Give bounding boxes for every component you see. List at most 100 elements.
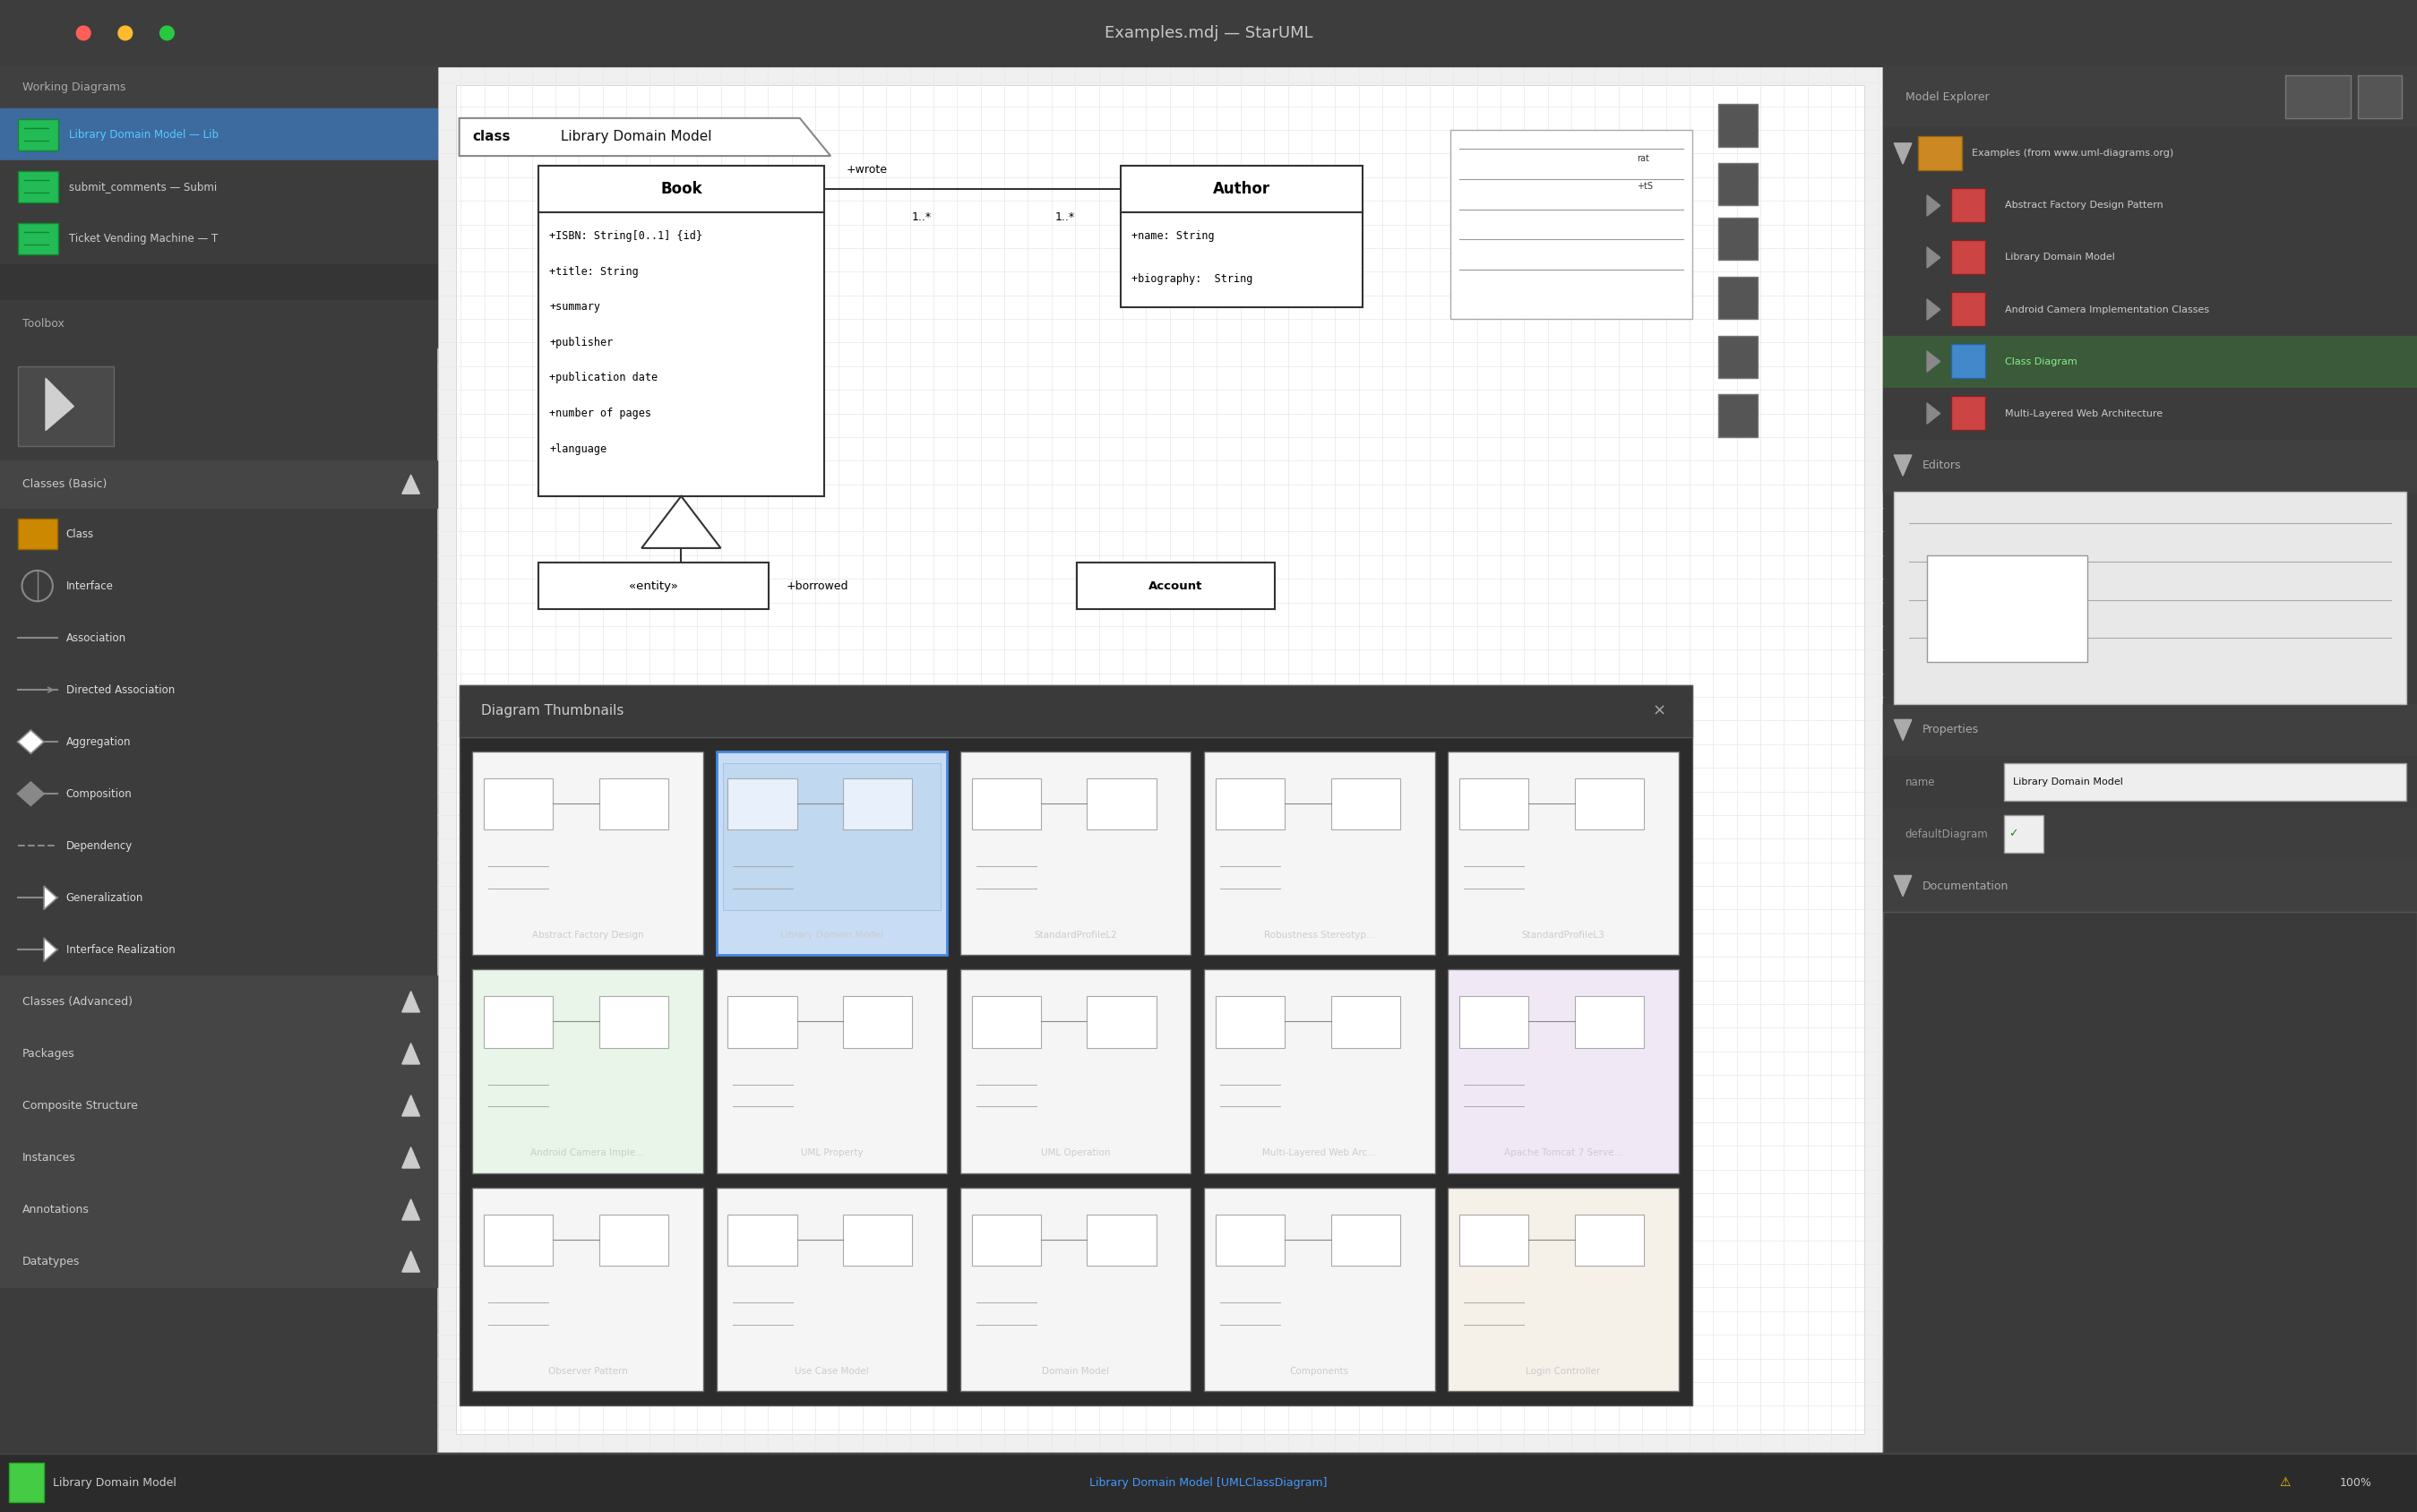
Text: Interface: Interface [65, 581, 114, 591]
Bar [972, 779, 1042, 830]
Text: name: name [1905, 776, 1936, 788]
Text: +summary: +summary [549, 301, 599, 313]
Bar [1216, 779, 1286, 830]
Polygon shape [1895, 144, 1912, 163]
Circle shape [160, 26, 174, 41]
Text: Classes (Advanced): Classes (Advanced) [22, 996, 133, 1007]
Polygon shape [17, 782, 44, 806]
Text: +ISBN: String[0..1] {id}: +ISBN: String[0..1] {id} [549, 230, 703, 242]
Bar [17, 519, 58, 549]
Bar [0, 265, 437, 299]
Bar [1332, 996, 1399, 1048]
Bar [1951, 292, 1984, 327]
Bar [539, 213, 824, 496]
Text: Association: Association [65, 632, 126, 644]
Bar [1718, 163, 1757, 206]
Bar [483, 1214, 553, 1266]
Polygon shape [401, 1250, 421, 1272]
Bar [483, 996, 553, 1048]
Bar [457, 85, 1864, 1433]
Text: rat: rat [1636, 154, 1648, 163]
Bar [2357, 76, 2402, 118]
Bar [2284, 76, 2352, 118]
Text: Observer Pattern: Observer Pattern [549, 1367, 628, 1376]
Bar [0, 1131, 437, 1184]
Bar [1088, 996, 1155, 1048]
Bar [437, 67, 1883, 1453]
Bar [459, 685, 1692, 736]
Circle shape [77, 26, 89, 41]
Bar [0, 67, 437, 109]
Text: Instances: Instances [22, 1152, 75, 1163]
Bar [1448, 1187, 1680, 1391]
Text: +biography:  String: +biography: String [1131, 274, 1252, 284]
Bar [1883, 860, 2417, 912]
Bar [17, 222, 58, 254]
Bar [1460, 779, 1530, 830]
Bar [1883, 283, 2417, 336]
Bar [0, 109, 437, 160]
Bar [0, 1184, 437, 1235]
Bar [1576, 1214, 1644, 1266]
Bar [1718, 336, 1757, 378]
Text: Library Domain Model: Library Domain Model [53, 1477, 176, 1488]
Bar [960, 969, 1192, 1173]
Bar [10, 1462, 44, 1503]
Text: +publisher: +publisher [549, 337, 614, 348]
Text: Library Domain Model: Library Domain Model [2013, 777, 2122, 786]
Bar [1332, 1214, 1399, 1266]
Bar [1576, 779, 1644, 830]
Text: ✓: ✓ [2009, 829, 2018, 839]
Text: 100%: 100% [2340, 1477, 2371, 1488]
Bar [0, 299, 437, 348]
Text: «entity»: «entity» [628, 581, 679, 591]
Polygon shape [1926, 246, 1941, 268]
Bar [1951, 396, 1984, 429]
Bar [483, 779, 553, 830]
Bar [0, 160, 437, 213]
Text: Working Diagrams: Working Diagrams [22, 82, 126, 94]
Bar [1951, 189, 1984, 222]
Text: +tS: +tS [1636, 181, 1653, 191]
Text: Book: Book [660, 181, 701, 197]
Text: Components: Components [1291, 1367, 1349, 1376]
Bar [17, 366, 114, 446]
Circle shape [118, 26, 133, 41]
Bar [599, 996, 670, 1048]
Bar [1576, 996, 1644, 1048]
Text: Use Case Model: Use Case Model [795, 1367, 868, 1376]
Bar [1883, 336, 2417, 387]
Text: +borrowed: +borrowed [786, 581, 848, 591]
Text: Library Domain Model [UMLClassDiagram]: Library Domain Model [UMLClassDiagram] [1090, 1477, 1327, 1488]
Text: Author: Author [1213, 181, 1271, 197]
Bar [1204, 969, 1436, 1173]
Bar [1448, 751, 1680, 956]
Bar [1088, 1214, 1155, 1266]
Text: Model Explorer: Model Explorer [1905, 91, 1989, 103]
Bar [844, 1214, 914, 1266]
Polygon shape [1926, 404, 1941, 423]
Text: Examples.mdj — StarUML: Examples.mdj — StarUML [1105, 26, 1312, 41]
Polygon shape [1895, 720, 1912, 741]
Text: StandardProfileL3: StandardProfileL3 [1523, 930, 1605, 939]
Bar [459, 685, 1692, 1406]
Text: Packages: Packages [22, 1048, 75, 1060]
Text: Login Controller: Login Controller [1525, 1367, 1600, 1376]
Bar [1204, 751, 1436, 956]
Bar [471, 969, 703, 1173]
Text: Editors: Editors [1922, 460, 1963, 472]
Text: Abstract Factory Design: Abstract Factory Design [532, 930, 643, 939]
Text: StandardProfileL2: StandardProfileL2 [1034, 930, 1117, 939]
Text: 1..*: 1..* [1054, 212, 1076, 224]
Bar [0, 0, 2417, 67]
Text: Aggregation: Aggregation [65, 736, 131, 747]
Bar [844, 779, 914, 830]
Bar [17, 119, 58, 150]
Bar [599, 779, 670, 830]
Bar [1450, 130, 1692, 319]
Text: Library Domain Model: Library Domain Model [781, 930, 882, 939]
Text: Library Domain Model: Library Domain Model [2006, 253, 2115, 262]
Bar [1926, 555, 2088, 662]
Bar [1216, 1214, 1286, 1266]
Bar [539, 562, 769, 609]
